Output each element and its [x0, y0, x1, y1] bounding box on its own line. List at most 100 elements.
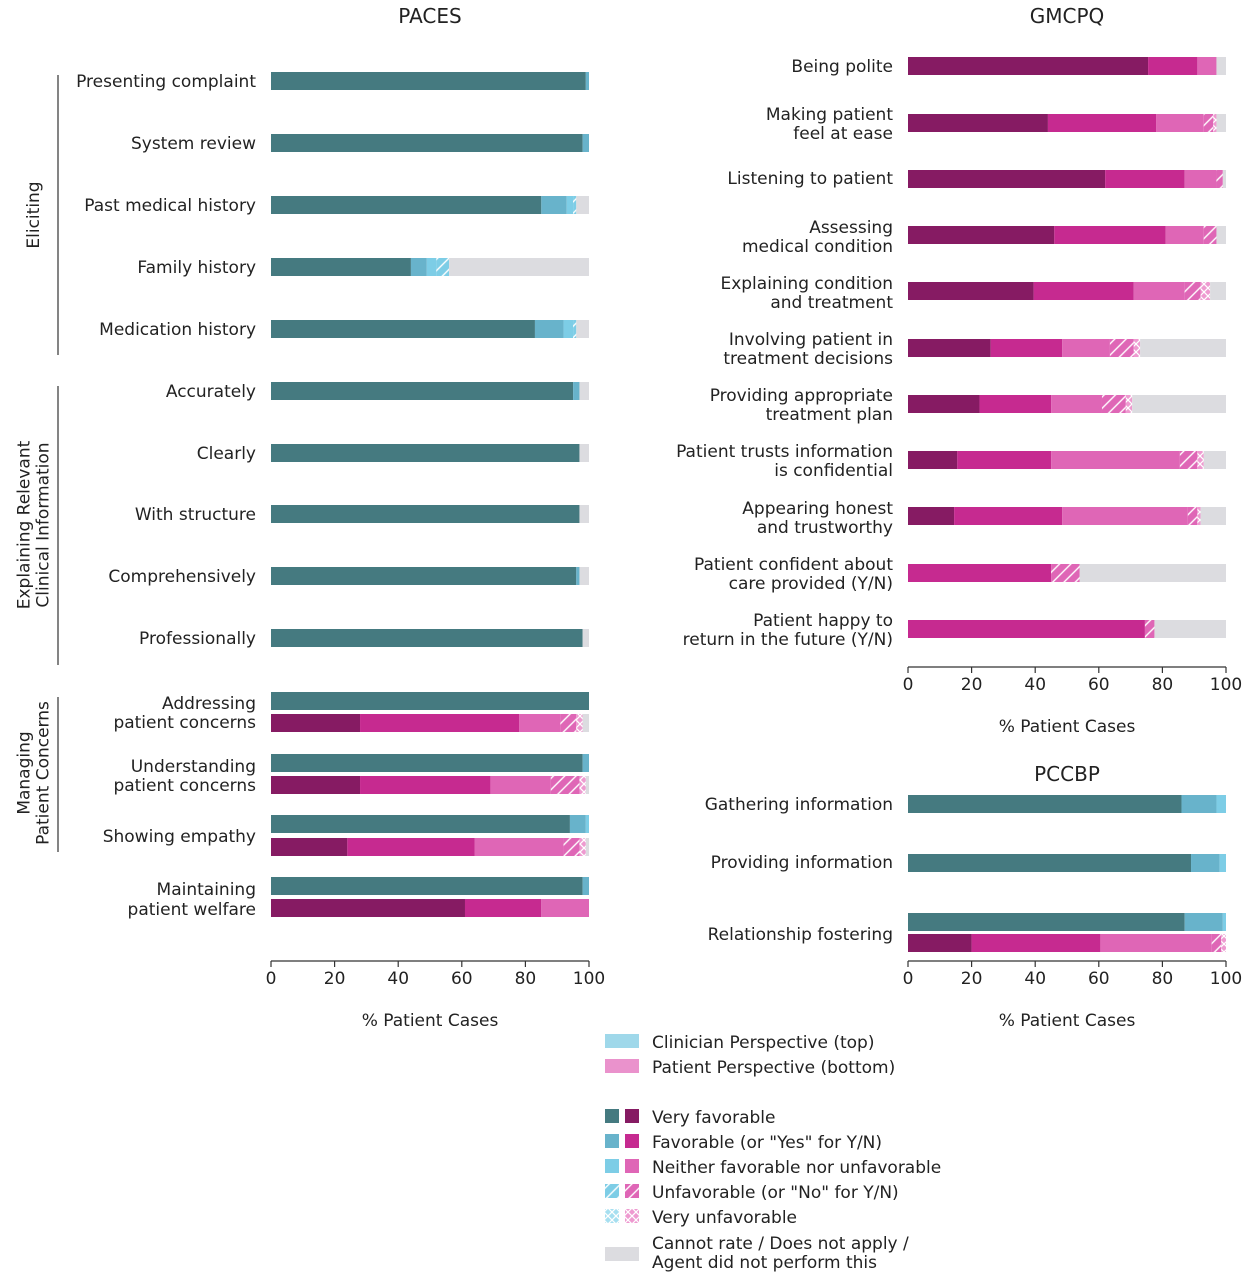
- pccbp-x-label: % Patient Cases: [999, 1011, 1136, 1031]
- paces-row-label: Comprehensively: [108, 567, 256, 587]
- patient-segment-very-favorable: [908, 226, 1055, 244]
- paces-item-3: Family history: [137, 258, 589, 278]
- legend-swatch-favorable-patient: [625, 1134, 639, 1148]
- patient-segment-very-favorable: [908, 282, 1034, 300]
- clinician-segment-neither: [1219, 854, 1226, 872]
- patient-segment-favorable: [957, 451, 1052, 469]
- clinician-segment-very-favorable: [271, 567, 577, 585]
- patient-segment-very-unfavorable: [1133, 339, 1141, 357]
- gmcpq-x-axis: 0 20 40 60 80 100: [903, 666, 1242, 695]
- x-tick-label: 100: [1210, 675, 1242, 695]
- x-tick-label: 100: [1210, 969, 1242, 989]
- clinician-segment-favorable: [534, 320, 564, 338]
- clinician-segment-unfavorable: [573, 320, 577, 338]
- patient-segment-cannot-rate: [1154, 620, 1226, 638]
- clinician-segment-very-favorable: [271, 815, 570, 833]
- clinician-segment-very-favorable: [908, 854, 1192, 872]
- x-tick-label: 80: [515, 969, 537, 989]
- patient-segment-unfavorable: [550, 776, 580, 794]
- clinician-segment-very-favorable: [271, 196, 542, 214]
- clinician-segment-favorable: [582, 877, 589, 895]
- patient-segment-favorable: [1054, 226, 1166, 244]
- clinician-segment-very-favorable: [271, 754, 583, 772]
- clinician-segment-very-favorable: [271, 629, 583, 647]
- patient-segment-cannot-rate: [1079, 564, 1226, 582]
- patient-segment-very-favorable: [908, 934, 972, 952]
- paces-group-0: Eliciting: [24, 75, 59, 355]
- clinician-segment-favorable: [1184, 913, 1223, 931]
- patient-segment-favorable: [1047, 114, 1157, 132]
- gmcpq-row-label: Appearing honest: [742, 499, 893, 519]
- clinician-segment-cannot-rate: [579, 567, 589, 585]
- gmcpq-row-label: Making patient: [766, 105, 893, 125]
- patient-segment-neither: [1051, 451, 1180, 469]
- gmcpq-x-label: % Patient Cases: [999, 717, 1136, 737]
- patient-segment-very-favorable: [908, 395, 980, 413]
- patient-segment-neither: [1100, 934, 1212, 952]
- patient-segment-favorable: [908, 564, 1052, 582]
- legend-label-very-favorable: Very favorable: [652, 1108, 775, 1128]
- gmcpq-row-label: Listening to patient: [727, 169, 893, 189]
- patient-segment-favorable: [908, 620, 1145, 638]
- patient-segment-neither: [1062, 339, 1110, 357]
- paces-item-1: System review: [131, 134, 589, 154]
- paces-item-4: Medication history: [99, 320, 589, 340]
- patient-segment-unfavorable: [563, 838, 580, 856]
- clinician-segment-cannot-rate: [579, 505, 589, 523]
- patient-segment-cannot-rate: [582, 714, 589, 732]
- x-tick-label: 40: [1024, 969, 1046, 989]
- clinician-segment-very-favorable: [271, 692, 589, 710]
- patient-segment-unfavorable: [560, 714, 577, 732]
- legend-label-clinician: Clinician Perspective (top): [652, 1033, 874, 1053]
- x-tick-label: 0: [903, 675, 914, 695]
- paces-row-label: Professionally: [139, 629, 256, 649]
- paces-group-1: Explaining Relevant Clinical Information: [15, 386, 59, 665]
- gmcpq-row-label: Assessing: [809, 218, 893, 238]
- paces-row-label: Medication history: [99, 320, 256, 340]
- paces-bars: Presenting complaint System review Past me…: [15, 72, 589, 920]
- pccbp-panel: PCCBP Gathering information Providing inf…: [705, 762, 1243, 1031]
- group-label: Patient Concerns: [34, 701, 54, 845]
- x-tick-label: 20: [961, 969, 983, 989]
- patient-segment-favorable: [464, 899, 542, 917]
- patient-segment-cannot-rate: [1203, 451, 1226, 469]
- legend-swatch-patient: [605, 1059, 639, 1073]
- pccbp-row-label: Gathering information: [705, 795, 893, 815]
- patient-segment-very-unfavorable: [1197, 451, 1204, 469]
- legend-swatch-unfavorable-clinician: [605, 1184, 619, 1198]
- legend-swatch-neither-clinician: [605, 1159, 619, 1173]
- x-tick-label: 60: [1088, 969, 1110, 989]
- legend-swatch-clinician: [605, 1034, 639, 1048]
- patient-segment-unfavorable: [1144, 620, 1155, 638]
- paces-row-label: Understanding: [131, 757, 256, 777]
- gmcpq-row-label: and trustworthy: [757, 518, 893, 538]
- patient-segment-cannot-rate: [1210, 282, 1226, 300]
- patient-segment-very-favorable: [271, 714, 361, 732]
- patient-segment-cannot-rate: [1216, 57, 1226, 75]
- paces-item-8: Comprehensively: [108, 567, 589, 587]
- patient-segment-favorable: [1105, 170, 1185, 188]
- paces-item-7: With structure: [135, 505, 589, 525]
- clinician-segment-very-favorable: [271, 382, 574, 400]
- clinician-segment-very-favorable: [271, 320, 535, 338]
- legend-label-cannot-rate-line2: Agent did not perform this: [652, 1253, 877, 1273]
- legend-label-cannot-rate-line1: Cannot rate / Does not apply /: [652, 1234, 909, 1254]
- x-tick-label: 60: [451, 969, 473, 989]
- patient-segment-unfavorable: [1216, 170, 1223, 188]
- clinician-segment-favorable: [576, 567, 580, 585]
- patient-segment-favorable: [954, 507, 1063, 525]
- clinician-segment-neither: [426, 258, 437, 276]
- patient-segment-very-favorable: [908, 114, 1048, 132]
- patient-segment-cannot-rate: [1222, 170, 1226, 188]
- group-label: Managing: [15, 731, 35, 814]
- legend-swatch-very-favorable-patient: [625, 1109, 639, 1123]
- patient-segment-neither: [1062, 507, 1188, 525]
- clinician-segment-neither: [1216, 795, 1226, 813]
- legend-swatch-very-unfavorable-clinician: [605, 1209, 619, 1223]
